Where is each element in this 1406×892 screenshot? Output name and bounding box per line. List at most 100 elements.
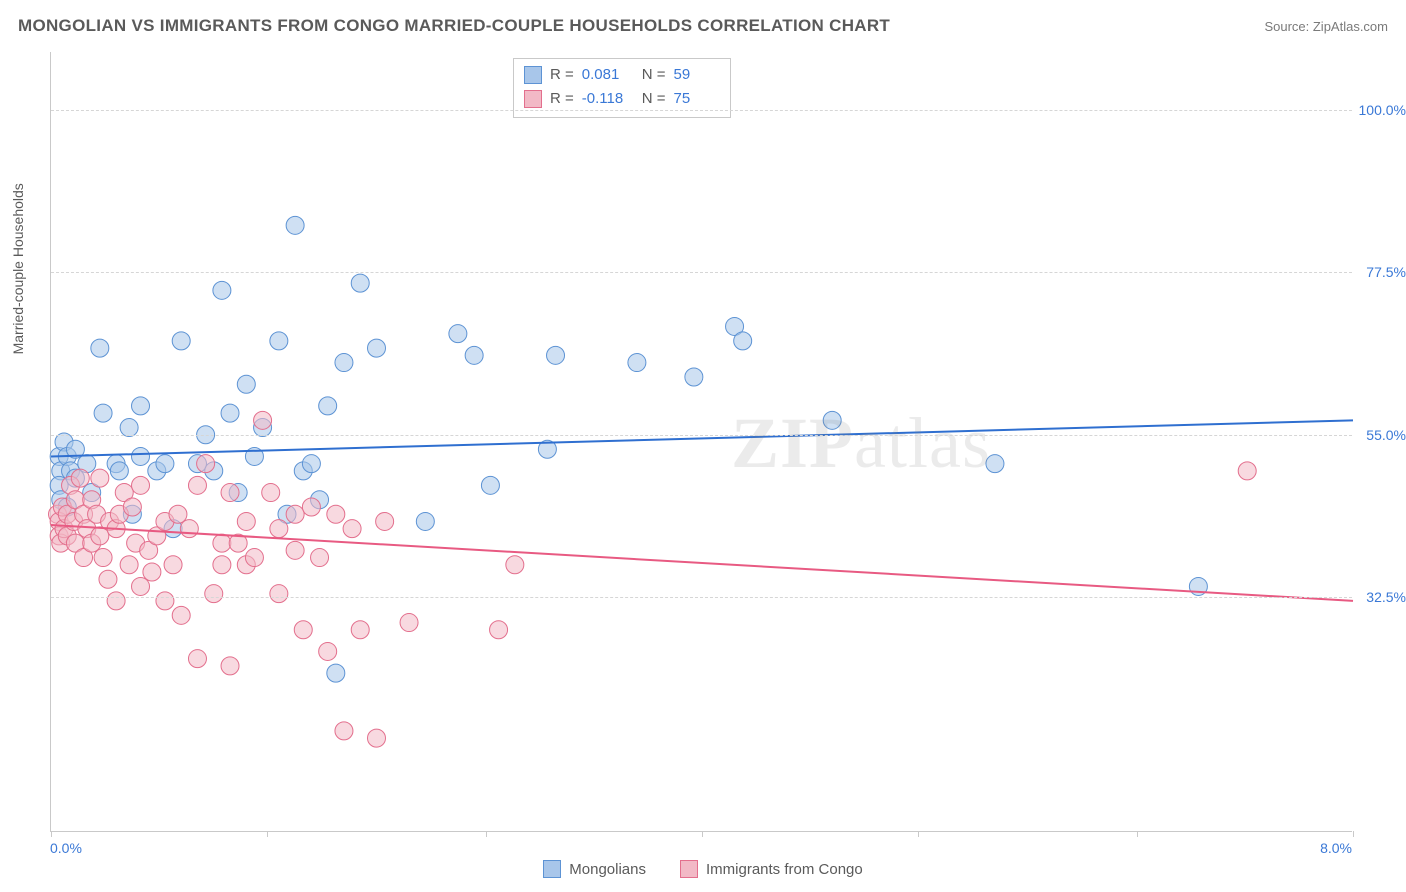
r-value: 0.081 [582,63,628,87]
gridline [51,110,1352,111]
scatter-point [172,332,190,350]
legend-swatch [524,90,542,108]
scatter-point [343,520,361,538]
y-tick-label: 100.0% [1356,102,1406,118]
scatter-point [734,332,752,350]
scatter-point [506,556,524,574]
x-tick [1353,831,1354,837]
scatter-point [164,556,182,574]
n-label: N = [642,63,666,87]
scatter-point [237,375,255,393]
scatter-point [94,549,112,567]
scatter-point [254,411,272,429]
scatter-point [91,339,109,357]
scatter-point [302,498,320,516]
source-prefix: Source: [1264,19,1312,34]
scatter-point [270,585,288,603]
scatter-point [294,621,312,639]
scatter-point [123,498,141,516]
scatter-point [221,404,239,422]
legend-swatch [524,66,542,84]
scatter-point [107,592,125,610]
scatter-point [327,664,345,682]
x-tick [918,831,919,837]
scatter-point [132,397,150,415]
r-label: R = [550,87,574,111]
series-legend-item: Mongolians [543,860,646,878]
y-tick-label: 77.5% [1356,264,1406,280]
scatter-point [319,397,337,415]
series-label: Mongolians [569,861,646,878]
scatter-point [91,469,109,487]
scatter-point [71,469,89,487]
scatter-point [156,592,174,610]
r-label: R = [550,63,574,87]
scatter-point [213,556,231,574]
scatter-point [99,570,117,588]
scatter-point [685,368,703,386]
chart-title: MONGOLIAN VS IMMIGRANTS FROM CONGO MARRI… [18,16,890,36]
scatter-point [205,585,223,603]
x-tick [702,831,703,837]
x-axis-min-label: 0.0% [50,840,82,856]
scatter-point [156,455,174,473]
scatter-point [286,541,304,559]
scatter-point [262,484,280,502]
y-tick-label: 32.5% [1356,589,1406,605]
scatter-point [143,563,161,581]
scatter-point [120,556,138,574]
n-value: 75 [674,87,720,111]
legend-swatch [680,860,698,878]
scatter-point [823,411,841,429]
y-axis-label: Married-couple Households [10,183,26,354]
x-tick [1137,831,1138,837]
y-tick-label: 55.0% [1356,427,1406,443]
scatter-point [302,455,320,473]
scatter-point [1238,462,1256,480]
scatter-point [94,404,112,422]
gridline [51,435,1352,436]
source-attribution: Source: ZipAtlas.com [1264,19,1388,34]
series-legend-item: Immigrants from Congo [680,860,863,878]
scatter-point [335,722,353,740]
scatter-point [335,354,353,372]
scatter-point [221,657,239,675]
scatter-point [132,577,150,595]
scatter-svg [51,52,1352,831]
scatter-point [986,455,1004,473]
series-legend: Mongolians Immigrants from Congo [0,860,1406,878]
scatter-point [172,606,190,624]
scatter-point [311,549,329,567]
legend-swatch [543,860,561,878]
scatter-point [270,520,288,538]
scatter-point [132,447,150,465]
scatter-point [132,476,150,494]
source-link[interactable]: ZipAtlas.com [1313,19,1388,34]
scatter-point [327,505,345,523]
scatter-point [547,346,565,364]
scatter-point [188,476,206,494]
scatter-point [180,520,198,538]
stats-row: R = 0.081 N = 59 [524,63,720,87]
gridline [51,597,1352,598]
x-axis-max-label: 8.0% [1320,840,1352,856]
scatter-point [628,354,646,372]
n-value: 59 [674,63,720,87]
scatter-point [351,621,369,639]
scatter-point [286,216,304,234]
scatter-point [213,281,231,299]
scatter-point [449,325,467,343]
scatter-point [416,512,434,530]
x-tick [486,831,487,837]
scatter-point [169,505,187,523]
series-label: Immigrants from Congo [706,861,863,878]
scatter-point [221,484,239,502]
r-value: -0.118 [582,87,628,111]
trend-line [51,420,1353,456]
scatter-point [351,274,369,292]
x-tick [51,831,52,837]
scatter-point [368,729,386,747]
scatter-point [110,462,128,480]
scatter-point [319,642,337,660]
scatter-point [286,505,304,523]
